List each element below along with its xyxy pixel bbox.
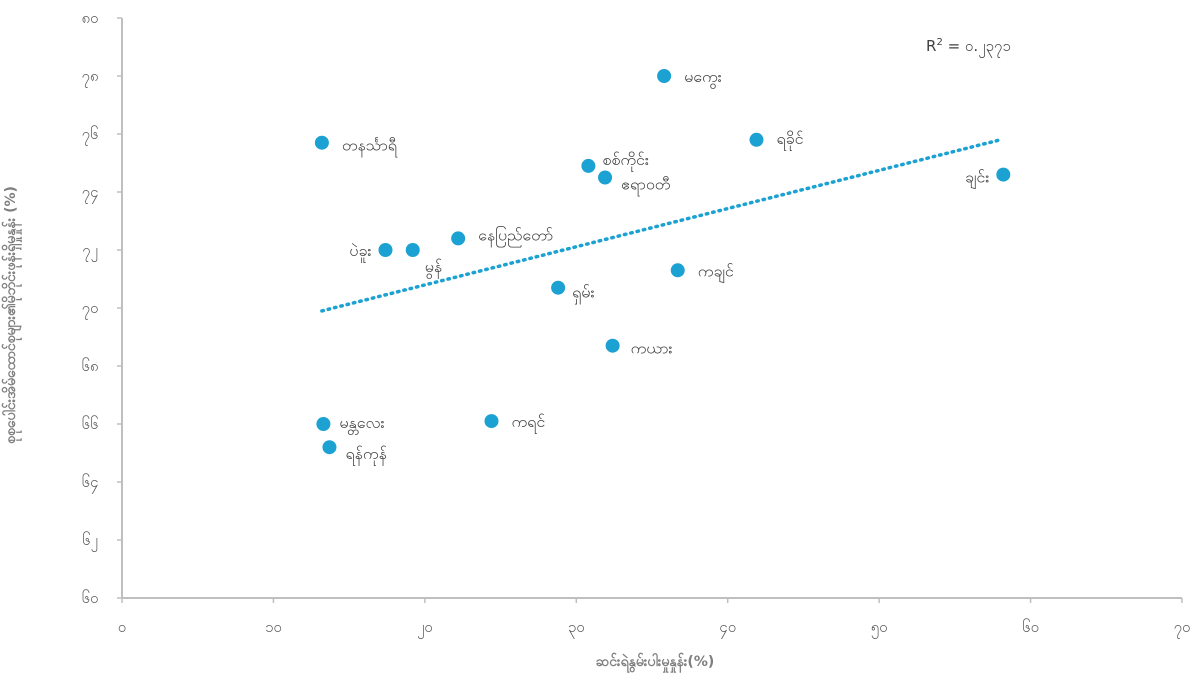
y-tick-label: ၇၆ (82, 125, 99, 146)
data-point (581, 158, 596, 173)
r-squared-annotation: R2 = ၀.၂၃၇၁ (926, 37, 1011, 58)
point-label: စစ်ကိုင်း (602, 150, 649, 172)
x-tick-label: ၀ (118, 618, 126, 636)
data-point (598, 170, 613, 185)
point-label: မကွေး (684, 67, 722, 89)
x-axis-title: ဆင်းရဲနွမ်းပါးမှုနှုန်း(%) (596, 653, 715, 673)
y-axis-title: စုစုပေါင်းအိမ်ထောင်စုများ၏မိုဘိုင်းဖုန်း… (2, 186, 22, 444)
y-tick-label: ၆၄ (82, 473, 99, 494)
y-tick-label: ၇၂ (82, 241, 98, 262)
x-tick-label: ၁၀ (265, 618, 282, 636)
x-tick-label: ၂၀ (417, 618, 433, 639)
data-point (316, 417, 331, 431)
point-label: ကရင် (511, 412, 545, 434)
axes (121, 18, 1182, 599)
x-tick-labels: ၀ ၁၀ ၂၀ ၃၀ ၄၀ ၅၀ ၆၀ ၇၀ (118, 598, 1191, 639)
point-label: ကချင် (698, 261, 734, 283)
point-label: ရှမ်း (572, 283, 594, 305)
x-tick-label: ၅၀ (871, 618, 888, 639)
r2-value: = ၀.၂၃၇၁ (943, 37, 1011, 58)
point-label: ဧရာဝတီ (621, 175, 671, 197)
point-label: မန္တလေး (339, 413, 384, 435)
x-tick-label: ၄၀ (719, 618, 736, 639)
data-point (996, 167, 1011, 182)
data-point (605, 338, 620, 353)
data-point (314, 135, 329, 150)
trendline (320, 138, 1003, 313)
point-label: ရန်ကုန် (345, 444, 387, 466)
y-tick-label: ၇၀ (82, 299, 99, 320)
r2-superscript: 2 (936, 37, 942, 48)
y-tick-label: ၆၆ (82, 415, 99, 433)
point-label: မွန် (425, 257, 443, 279)
point-label: ကယား (631, 339, 673, 358)
y-tick-label: ၆၂ (82, 531, 98, 552)
y-tick-label: ၆၈ (81, 357, 98, 375)
data-point (378, 243, 393, 257)
data-point (670, 263, 685, 278)
x-tick-label: ၆၀ (1022, 618, 1039, 636)
data-point (657, 69, 672, 83)
data-point (551, 280, 566, 295)
y-tick-label: ၇၈ (81, 67, 98, 88)
x-tick-label: ၇၀ (1174, 618, 1191, 639)
y-tick-labels: ၆၀ ၆၂ ၆၄ ၆၆ ၆၈ ၇၀ ၇၂ ၇၄ ၇၆ ၇၈ ၈၀ (81, 9, 122, 607)
point-label: ရခိုင် (776, 129, 803, 151)
data-point (484, 414, 499, 429)
y-tick-label: ၆၀ (82, 589, 99, 607)
point-label: ချင်း (965, 168, 989, 190)
point-labels: မကွေးရခိုင် တနင်္သာရီစစ်ကိုင်းဧရာဝတီ ချင်း… (339, 67, 989, 466)
point-label: တနင်္သာရီ (342, 136, 399, 158)
data-points (314, 69, 1011, 455)
point-label: နေပြည်တော် (478, 225, 553, 247)
point-label: ပဲခူး (349, 241, 371, 263)
data-point (749, 132, 764, 147)
y-tick-label: ၇၄ (82, 183, 99, 204)
data-point (451, 231, 466, 246)
r2-prefix: R (926, 37, 936, 55)
data-point (322, 440, 337, 455)
x-tick-label: ၃၀ (568, 618, 585, 639)
data-point (405, 243, 420, 257)
y-tick-label: ၈၀ (81, 9, 98, 27)
